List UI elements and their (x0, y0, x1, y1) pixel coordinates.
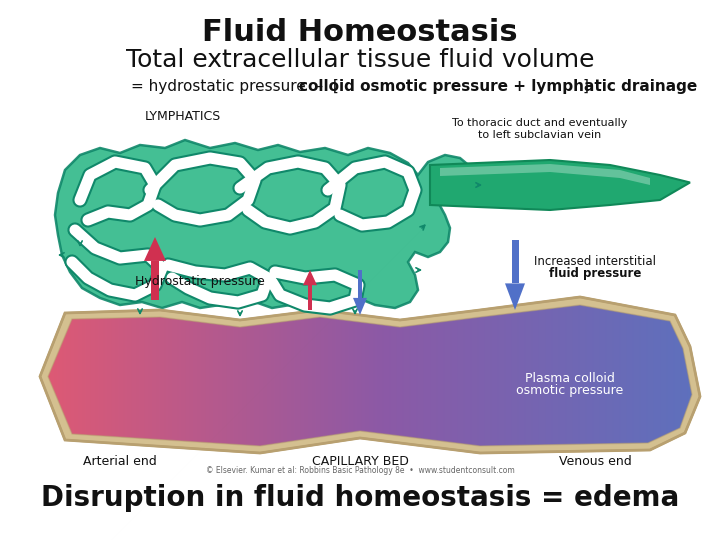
Text: Hydrostatic pressure: Hydrostatic pressure (135, 275, 265, 288)
Polygon shape (430, 160, 690, 210)
Text: osmotic pressure: osmotic pressure (516, 384, 624, 397)
Polygon shape (55, 140, 475, 308)
Polygon shape (151, 261, 159, 300)
Polygon shape (40, 297, 700, 453)
Text: © Elsevier. Kumar et al: Robbins Basic Pathology 8e  •  www.studentconsult.com: © Elsevier. Kumar et al: Robbins Basic P… (206, 466, 514, 475)
Polygon shape (358, 270, 362, 298)
Text: colloid osmotic pressure + lymphatic drainage: colloid osmotic pressure + lymphatic dra… (300, 79, 698, 94)
Text: Increased interstitial: Increased interstitial (534, 255, 656, 268)
Text: Venous end: Venous end (559, 455, 631, 468)
Text: fluid pressure: fluid pressure (549, 267, 642, 280)
Text: Total extracellular tissue fluid volume: Total extracellular tissue fluid volume (126, 48, 594, 72)
Polygon shape (353, 298, 367, 315)
Polygon shape (511, 240, 518, 284)
Text: Arterial end: Arterial end (83, 455, 157, 468)
Text: = hydrostatic pressure  –  [: = hydrostatic pressure – [ (131, 79, 339, 94)
Polygon shape (144, 237, 166, 261)
Text: Fluid Homeostasis: Fluid Homeostasis (202, 18, 518, 47)
Text: ]: ] (582, 79, 589, 94)
Polygon shape (303, 270, 317, 285)
Text: to left subclavian vein: to left subclavian vein (478, 130, 602, 140)
Text: LYMPHATICS: LYMPHATICS (145, 110, 221, 123)
Text: Disruption in fluid homeostasis = edema: Disruption in fluid homeostasis = edema (41, 484, 679, 512)
Polygon shape (440, 164, 650, 185)
Polygon shape (307, 285, 312, 310)
Polygon shape (505, 284, 525, 310)
Text: To thoracic duct and eventually: To thoracic duct and eventually (452, 118, 628, 128)
Text: Plasma colloid: Plasma colloid (525, 372, 615, 385)
Text: CAPILLARY BED: CAPILLARY BED (312, 455, 408, 468)
